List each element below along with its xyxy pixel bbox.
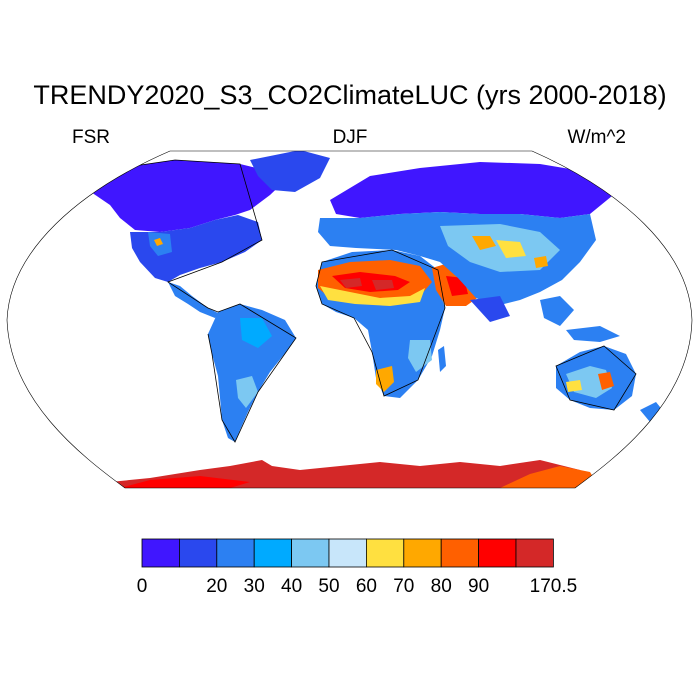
variable-label: FSR [72, 127, 110, 148]
colorbar-tick-label: 70 [393, 576, 414, 597]
units-label: W/m^2 [567, 127, 626, 148]
colorbar-swatch [478, 538, 517, 568]
colorbar-swatch [440, 538, 480, 568]
eurasia [318, 162, 612, 326]
colorbar-swatch [515, 538, 554, 568]
colorbar-swatch [253, 538, 292, 568]
globe-outline [6, 150, 693, 489]
antarctica [100, 460, 600, 488]
colorbar-tick-label: 0 [137, 576, 148, 597]
colorbar-swatch [178, 538, 218, 568]
season-label: DJF [332, 127, 368, 148]
colorbar-swatch [141, 538, 180, 568]
colorbar-tick-label: 30 [244, 576, 265, 597]
colorbar-swatch [291, 538, 330, 568]
australia [556, 326, 664, 422]
colorbar-tick-label: 60 [356, 576, 377, 597]
colorbar-swatch [328, 538, 367, 568]
colorbar-tick-label: 170.5 [530, 576, 578, 597]
south-america [208, 304, 296, 442]
colorbar-swatch [216, 538, 255, 568]
colorbar-tick-label: 80 [431, 576, 452, 597]
colorbar-swatch [365, 538, 405, 568]
coastlines [87, 159, 637, 443]
map-title: TRENDY2020_S3_CO2ClimateLUC (yrs 2000-20… [33, 80, 667, 110]
africa [316, 250, 446, 398]
colorbar-swatch [403, 538, 442, 568]
colorbar-tick-label: 50 [318, 576, 339, 597]
north-america [88, 151, 330, 318]
colorbar-tick-label: 90 [468, 576, 489, 597]
colorbar-tick-label: 20 [206, 576, 227, 597]
colorbar-tick-label: 40 [281, 576, 302, 597]
